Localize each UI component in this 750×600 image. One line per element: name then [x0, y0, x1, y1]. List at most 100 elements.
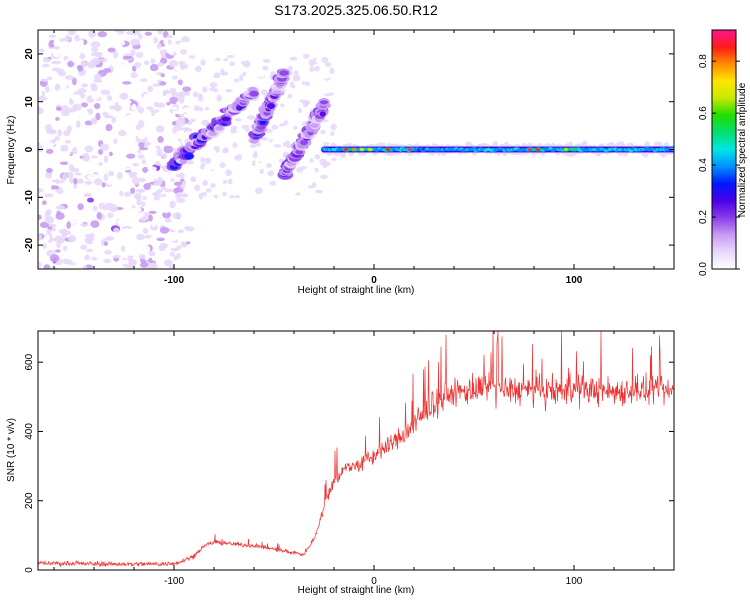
spectrogram-cell: [407, 148, 413, 151]
spectrogram-cell: [290, 81, 295, 87]
spectrogram-cell: [137, 131, 146, 140]
colorbar-tick-label: 0.4: [698, 158, 709, 172]
spectrogram-cell: [173, 35, 182, 43]
spectrogram-cell: [163, 145, 174, 154]
spectrogram-cell: [52, 230, 60, 234]
spectrogram-cell: [114, 30, 122, 33]
spectrogram-cell: [80, 244, 88, 250]
spectrogram-cell: [151, 262, 158, 269]
spectrogram-cell: [117, 219, 127, 226]
snr-ticks: -100 0 100 0 200 400 600: [24, 331, 674, 587]
spectrogram-cell: [255, 102, 263, 106]
spectrogram-ytick-label: 20: [24, 48, 35, 60]
spectrogram-cell: [108, 151, 113, 157]
spectrogram-cell: [55, 205, 66, 210]
spectrogram-cell: [240, 84, 248, 89]
spectrogram-cell: [107, 171, 115, 177]
spectrogram-cell: [141, 158, 146, 165]
spectrogram-cell: [210, 183, 216, 188]
spectrogram-cell: [49, 185, 60, 190]
spectrogram-cell: [48, 34, 57, 38]
spectrogram-cell: [237, 154, 243, 158]
spectrogram-cell: [255, 160, 260, 166]
spectrogram-cell: [79, 53, 86, 60]
spectrogram-cell: [320, 129, 326, 135]
spectrogram-cell: [125, 31, 136, 35]
spectrogram-cell: [202, 86, 208, 93]
spectrogram-cell: [220, 167, 226, 172]
spectrogram-cell: [172, 212, 182, 220]
spectrogram-cell: [116, 111, 124, 118]
spectrogram-cell: [327, 154, 335, 159]
spectrogram-cell: [51, 67, 62, 72]
spectrogram-cell: [67, 161, 73, 165]
spectrogram-cell: [205, 188, 212, 193]
spectrogram-cell: [146, 106, 154, 110]
spectrogram-cell: [87, 62, 96, 69]
spectrogram-cell: [122, 228, 131, 236]
spectrogram-cell: [72, 77, 77, 86]
spectrogram-cell: [177, 229, 185, 234]
spectrogram-cell: [38, 233, 43, 242]
spectrogram-cell: [92, 239, 100, 248]
spectrogram-cell: [38, 261, 42, 269]
spectrogram-cell: [309, 158, 314, 163]
spectrogram-cell: [55, 106, 62, 111]
spectrogram-cell: [289, 99, 296, 106]
spectrogram-cell: [156, 116, 161, 124]
spectrogram-cell: [38, 145, 43, 153]
spectrogram-cell: [172, 126, 177, 134]
spectrogram-cell: [213, 194, 219, 199]
spectrogram-cell: [180, 49, 187, 55]
spectrogram-cell: [53, 45, 61, 50]
spectrogram-cell: [62, 173, 68, 181]
spectrogram-cell: [66, 125, 72, 132]
spectrogram-cell: [182, 86, 192, 92]
spectrogram-cell: [220, 71, 229, 76]
spectrogram-cell: [225, 169, 232, 177]
spectrogram-cell: [151, 219, 156, 228]
spectrogram-cell: [289, 117, 294, 123]
spectrogram-cell: [178, 60, 186, 65]
spectrogram-cell: [61, 252, 72, 256]
spectrogram-cell: [72, 57, 81, 63]
spectrogram-cell: [62, 228, 68, 234]
spectrogram-cell: [66, 221, 71, 230]
spectrogram-cell: [308, 59, 314, 66]
spectrogram-cell: [246, 115, 255, 120]
spectrogram-cell: [160, 186, 167, 190]
spectrogram-cell: [278, 59, 286, 66]
spectrogram-cell: [329, 67, 335, 74]
spectrogram-cell: [269, 62, 276, 69]
spectrogram-cell: [38, 257, 47, 263]
spectrogram-cell: [271, 124, 278, 130]
spectrogram-ytick-label: -10: [24, 190, 35, 205]
spectrogram-cell: [269, 191, 274, 198]
spectrogram-cell: [45, 184, 52, 190]
spectrogram-cell: [325, 121, 333, 126]
spectrogram-cell: [49, 254, 60, 263]
spectrogram-cell: [142, 245, 151, 254]
spectrogram-cell: [171, 106, 178, 111]
spectrogram-cell: [321, 56, 329, 64]
spectrogram-cell: [91, 93, 100, 100]
spectrogram-cell: [103, 173, 109, 182]
spectrogram-cell: [126, 114, 135, 119]
spectrogram-cell: [39, 48, 45, 53]
spectrogram-cell: [103, 241, 108, 246]
spectrogram-cell: [292, 75, 297, 82]
spectrogram-cell: [82, 155, 91, 162]
spectrogram-cell: [322, 141, 330, 146]
spectrogram-cell: [189, 62, 198, 68]
spectrogram-cell: [100, 89, 111, 95]
spectrogram-cell: [200, 59, 206, 66]
spectrogram-cell: [107, 47, 116, 53]
spectrogram-cell: [156, 148, 163, 157]
spectrogram-ytick-label: 10: [24, 96, 35, 108]
spectrogram-cell: [306, 167, 313, 172]
spectrogram-cell: [80, 77, 89, 82]
spectrogram-cell: [40, 78, 49, 82]
spectrogram-cell: [95, 112, 101, 121]
spectrogram-cell: [84, 145, 94, 153]
